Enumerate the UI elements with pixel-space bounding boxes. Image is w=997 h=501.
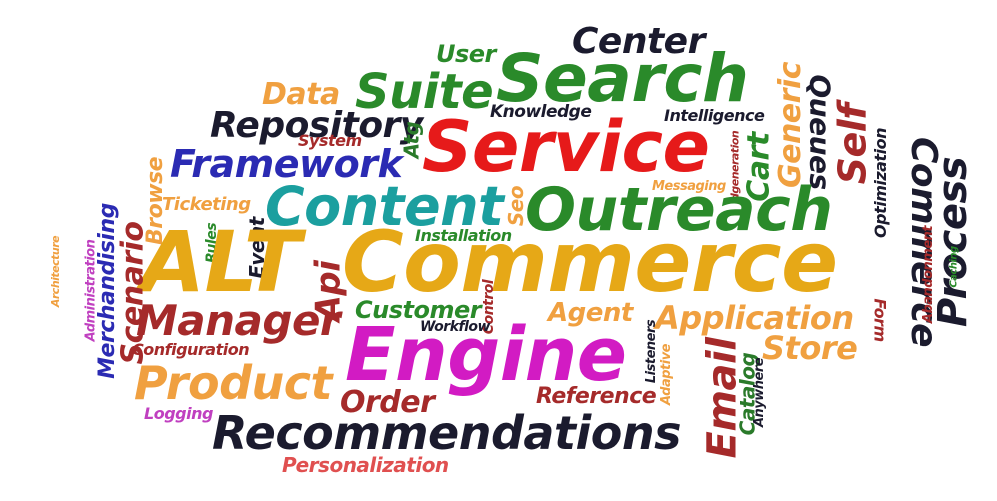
word-architecture: Architecture bbox=[49, 235, 63, 308]
word-system: System bbox=[298, 131, 362, 150]
word-application: Application bbox=[655, 299, 854, 337]
word-customer: Customer bbox=[355, 296, 482, 324]
word-repository: Repository bbox=[210, 105, 423, 146]
word-configuration: Configuration bbox=[132, 340, 250, 359]
word-content: Content bbox=[265, 175, 504, 238]
word-adaptive: Adaptive bbox=[659, 343, 675, 406]
word-workflow: Workflow bbox=[420, 319, 490, 335]
word-alt: ALT bbox=[140, 213, 301, 311]
word-personalization: Personalization bbox=[282, 453, 449, 477]
word-data: Data bbox=[262, 77, 340, 112]
word-generic: Generic bbox=[773, 61, 809, 189]
word-framework: Framework bbox=[170, 142, 403, 186]
word-manager: Manager bbox=[136, 296, 341, 345]
word-suite: Suite bbox=[355, 64, 494, 120]
word-product: Product bbox=[134, 356, 333, 410]
word-form: Form bbox=[870, 298, 890, 342]
word-abandonment: Abandonment bbox=[921, 225, 937, 324]
word-service: Service bbox=[422, 106, 710, 188]
word-optimization: Optimization bbox=[870, 128, 890, 238]
word-logging: Logging bbox=[144, 404, 213, 423]
word-center: Center bbox=[572, 21, 705, 62]
word-anywhere: Anywhere bbox=[752, 357, 768, 428]
word-atg: Atg bbox=[399, 121, 424, 159]
word-agent: Agent bbox=[548, 298, 633, 328]
word-reference: Reference bbox=[536, 384, 657, 409]
word-commerce-main: Commerce bbox=[342, 213, 838, 311]
word-engine: Engine bbox=[345, 312, 627, 398]
word-caching: Caching bbox=[948, 246, 960, 288]
word-messaging: Messaging bbox=[652, 179, 726, 194]
word-intelligence: Intelligence bbox=[664, 106, 765, 125]
word-ticketing: Ticketing bbox=[162, 194, 251, 215]
word-installation: Installation bbox=[415, 226, 512, 245]
word-store: Store bbox=[762, 329, 858, 367]
word-recommendations: Recommendations bbox=[212, 406, 681, 460]
word-search: Search bbox=[496, 40, 749, 117]
word-outreach: Outreach bbox=[525, 175, 833, 245]
word-self: Self bbox=[830, 103, 875, 185]
word-user: User bbox=[436, 40, 496, 68]
word-order: Order bbox=[340, 385, 435, 420]
word-process: Process bbox=[930, 156, 977, 328]
word-administration: Administration bbox=[83, 239, 99, 342]
word-knowledge: Knowledge bbox=[490, 102, 592, 122]
word-listeners: Listeners bbox=[644, 319, 660, 384]
